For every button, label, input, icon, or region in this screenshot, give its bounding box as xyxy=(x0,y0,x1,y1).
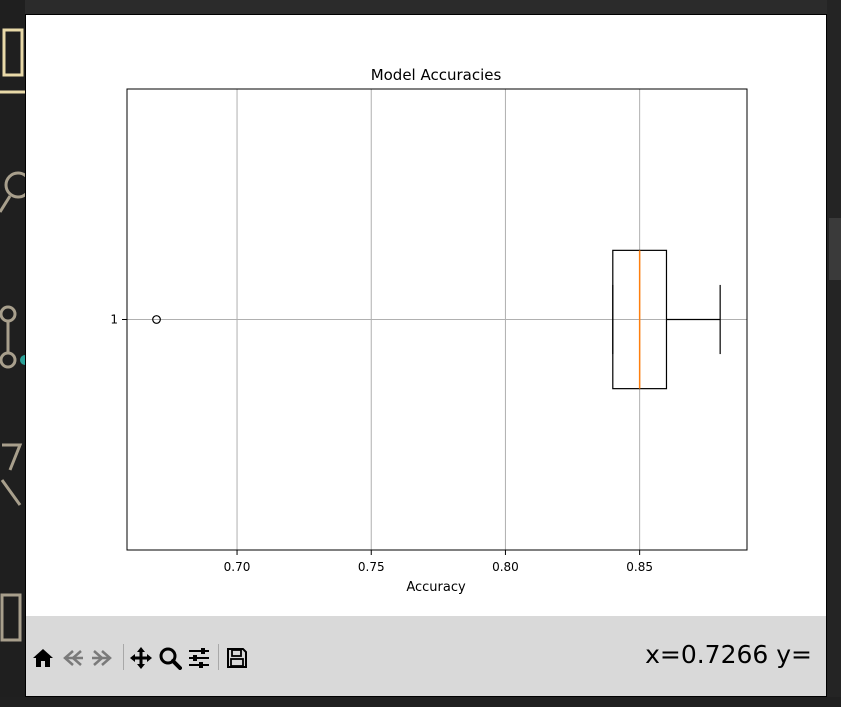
back-arrow-icon xyxy=(63,650,83,666)
y-tick-label: 1 xyxy=(110,313,118,327)
forward-arrow-icon xyxy=(92,650,112,666)
x-tick-label: 0.70 xyxy=(224,560,251,574)
toolbar-separator xyxy=(123,644,124,670)
x-tick-label: 0.80 xyxy=(492,560,519,574)
background-glyphs xyxy=(0,28,25,642)
outlier-point xyxy=(152,315,161,324)
figure-canvas[interactable]: 0.70 0.75 0.80 0.85 1 Model Accuracies Accur… xyxy=(26,15,826,616)
boxplot-chart: 0.70 0.75 0.80 0.85 1 Model Accuracies Accur… xyxy=(110,66,748,595)
configure-button[interactable] xyxy=(186,643,212,673)
floppy-icon xyxy=(227,648,247,668)
zoom-button[interactable] xyxy=(157,643,183,673)
background-right-panel xyxy=(827,0,841,707)
home-icon xyxy=(33,649,53,667)
x-axis-label: Accuracy xyxy=(406,580,466,595)
pan-button[interactable] xyxy=(128,643,154,673)
x-tick-label: 0.75 xyxy=(358,560,385,574)
cursor-coordinates: x=0.7266 y= xyxy=(645,640,812,669)
axis-ticks: 0.70 0.75 0.80 0.85 1 xyxy=(110,313,653,575)
magnifier-icon xyxy=(159,647,182,670)
matplotlib-figure-window: 0.70 0.75 0.80 0.85 1 Model Accuracies Accur… xyxy=(25,14,827,697)
forward-button[interactable] xyxy=(89,643,115,673)
save-button[interactable] xyxy=(224,643,250,673)
background-window-bar xyxy=(0,0,841,14)
x-tick-label: 0.85 xyxy=(626,560,653,574)
toolbar-separator xyxy=(218,644,219,670)
grid-lines xyxy=(127,89,747,550)
back-button[interactable] xyxy=(60,643,86,673)
home-button[interactable] xyxy=(30,643,56,673)
navigation-toolbar: x=0.7266 y= xyxy=(26,616,826,696)
box-elements xyxy=(152,249,721,390)
background-scroll-accent xyxy=(829,218,841,280)
move-icon xyxy=(130,647,152,669)
sliders-icon xyxy=(189,648,209,668)
background-bottom-bar xyxy=(0,697,841,707)
chart-title: Model Accuracies xyxy=(371,66,502,84)
